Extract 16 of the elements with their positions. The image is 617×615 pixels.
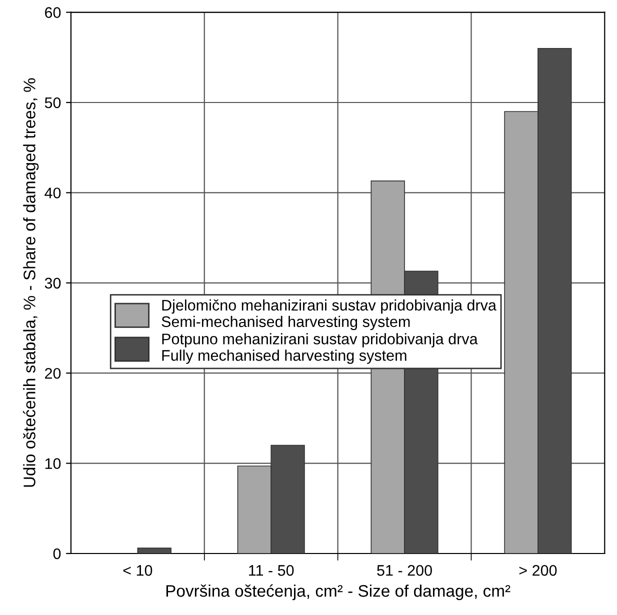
y-axis-title: Udio oštećenih stabala, % - Share of damaged trees, % — [22, 78, 39, 487]
y-tick-label: 0 — [53, 548, 61, 560]
bar — [137, 548, 172, 554]
legend-label: Potpuno mehanizirani sustav pridobivanja drva Fully mechanised harvesting system — [162, 333, 478, 364]
x-tick-label: < 10 — [123, 565, 152, 576]
y-tick-label: 30 — [44, 278, 61, 289]
legend-label: Djelomično mehanizirani sustav pridobivanja drva Semi-mechanised harvesting system — [162, 299, 496, 330]
x-tick-label: > 200 — [519, 565, 557, 576]
x-tick-label: 11 - 50 — [249, 565, 294, 576]
y-tick-label: 20 — [45, 368, 61, 379]
y-tick-label: 50 — [44, 97, 61, 108]
y-tick-label: 40 — [44, 188, 61, 198]
x-tick-label: 51 - 200 — [377, 565, 432, 576]
y-tick-label: 60 — [45, 7, 61, 18]
y-tick-label: 10 — [45, 458, 61, 469]
x-axis-title: Površina oštećenja, cm² - Size of damage, cm² — [166, 584, 510, 600]
